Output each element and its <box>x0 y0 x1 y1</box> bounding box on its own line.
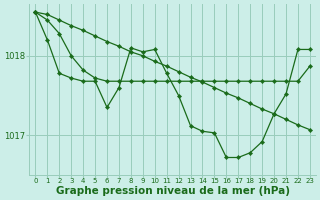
X-axis label: Graphe pression niveau de la mer (hPa): Graphe pression niveau de la mer (hPa) <box>56 186 290 196</box>
